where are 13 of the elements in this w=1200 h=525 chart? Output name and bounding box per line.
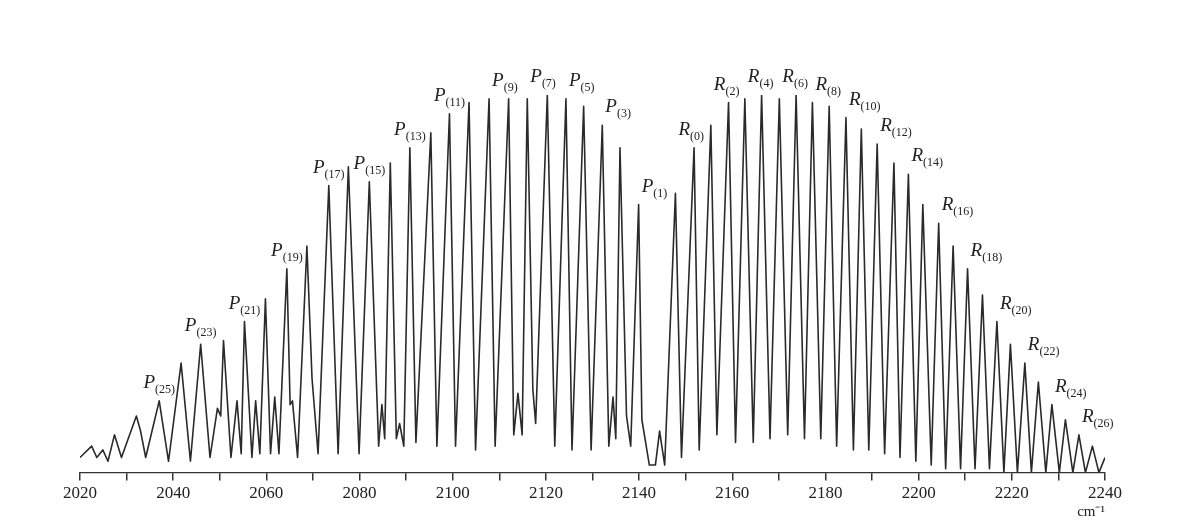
x-tick-label: 2040 <box>156 483 191 503</box>
x-tick-label: 2060 <box>249 483 284 503</box>
x-tick-label: 2200 <box>901 483 936 503</box>
x-axis-title: cm⁻¹ <box>1077 502 1105 519</box>
x-tick-label: 2020 <box>63 483 97 503</box>
x-tick-label: 2140 <box>622 483 657 503</box>
x-tick-label: 2080 <box>342 483 377 503</box>
x-tick-label: 2220 <box>994 483 1029 503</box>
x-tick-label: 2240 <box>1088 483 1122 503</box>
x-tick-label: 2120 <box>528 483 563 503</box>
x-tick-label: 2100 <box>435 483 470 503</box>
x-tick-label: 2160 <box>715 483 750 503</box>
x-tick-label: 2180 <box>808 483 843 503</box>
